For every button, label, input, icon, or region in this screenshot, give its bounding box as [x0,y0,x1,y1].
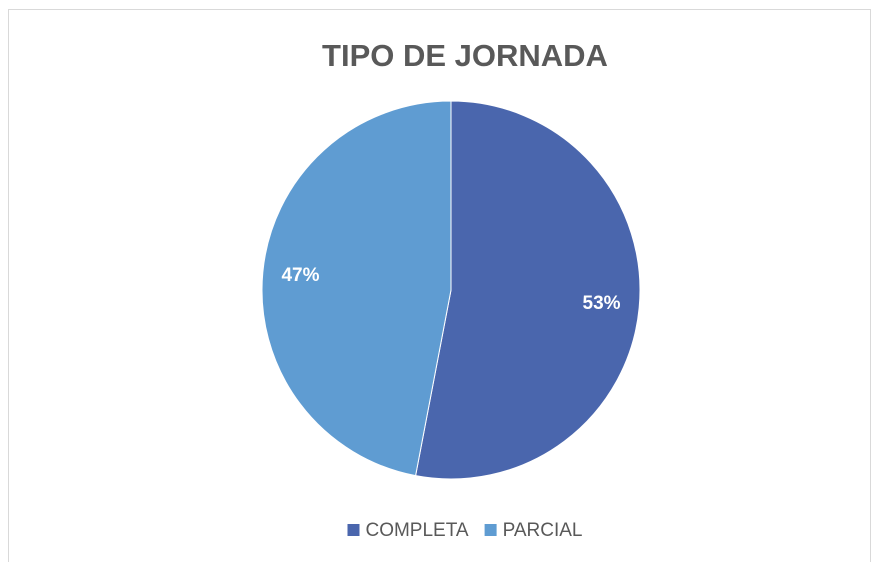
pie-slice [415,100,641,480]
data-label: 53% [583,293,621,314]
legend-swatch [347,524,360,536]
legend-label: PARCIAL [503,520,583,541]
legend-label: COMPLETA [365,520,468,541]
chart-title: TIPO DE JORNADA [322,38,608,73]
legend-swatch [484,524,497,536]
pie-slice [261,100,452,477]
data-label: 47% [281,265,319,286]
